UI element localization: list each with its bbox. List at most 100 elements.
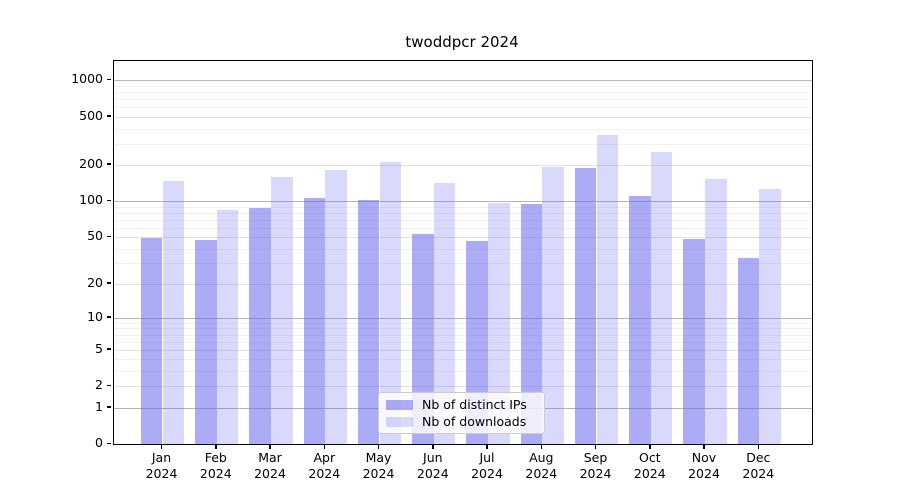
bar-distinct-ips	[303, 197, 326, 444]
bar-downloads	[162, 180, 185, 444]
x-label-month: Dec	[746, 450, 771, 465]
x-label-year: 2024	[688, 466, 720, 481]
x-tick-mark	[649, 444, 651, 449]
bar-downloads	[488, 202, 510, 444]
bar-distinct-ips	[140, 238, 163, 444]
gridline	[114, 317, 812, 319]
bar-downloads	[271, 176, 293, 444]
x-tick-mark	[432, 444, 434, 449]
plot-area	[113, 60, 813, 445]
x-label-year: 2024	[362, 466, 395, 481]
legend: Nb of distinct IPs Nb of downloads	[378, 392, 545, 434]
x-label-year: 2024	[471, 466, 503, 481]
legend-entry-distinct-ips: Nb of distinct IPs	[386, 398, 536, 412]
bar-distinct-ips	[683, 239, 705, 444]
bar-downloads	[325, 169, 347, 444]
x-tick-label: May 2024	[351, 450, 407, 482]
bar-distinct-ips	[737, 258, 760, 444]
x-tick-mark	[486, 444, 488, 449]
gridline-minor	[114, 359, 812, 361]
gridline-minor	[114, 371, 812, 372]
gridline	[114, 116, 812, 118]
x-tick-label: Oct 2024	[622, 450, 678, 482]
x-label-year: 2024	[145, 466, 178, 481]
gridline	[114, 80, 812, 82]
y-tick-mark	[107, 316, 111, 318]
x-tick-label: Aug 2024	[513, 450, 569, 482]
x-label-month: Jun	[423, 450, 443, 465]
bar-distinct-ips	[629, 195, 651, 444]
y-tick-label: 1000	[71, 71, 103, 87]
x-label-month: Oct	[638, 450, 661, 465]
gridline	[114, 201, 812, 203]
x-tick-mark	[540, 444, 542, 449]
x-label-month: Jul	[479, 450, 495, 465]
bar-downloads	[705, 178, 727, 444]
x-tick-mark	[757, 444, 759, 449]
gridline-minor	[114, 322, 812, 324]
y-tick-mark	[107, 282, 111, 284]
legend-swatch-distinct-ips	[386, 400, 413, 410]
gridline-minor	[114, 128, 812, 130]
gridline-minor	[114, 143, 812, 145]
legend-swatch-downloads	[386, 417, 413, 427]
x-label-month: Nov	[691, 450, 717, 465]
bar-distinct-ips	[249, 207, 271, 444]
gridline	[114, 164, 812, 166]
x-label-year: 2024	[416, 466, 449, 481]
x-tick-label: Feb 2024	[188, 450, 244, 482]
gridline	[114, 349, 812, 351]
gridline-minor	[114, 227, 812, 229]
bar-downloads	[542, 167, 564, 444]
x-tick-mark	[160, 444, 163, 449]
x-tick-mark	[269, 444, 271, 449]
y-tick-label: 20	[87, 274, 103, 290]
x-tick-mark	[594, 444, 597, 449]
x-tick-label: Nov 2024	[676, 450, 732, 482]
y-tick-mark	[107, 115, 111, 117]
y-tick-label: 200	[79, 155, 103, 171]
legend-label-downloads: Nb of downloads	[422, 414, 527, 429]
x-tick-mark	[323, 444, 325, 449]
x-tick-mark	[377, 444, 380, 449]
gridline-minor	[114, 341, 812, 343]
y-tick-mark	[107, 199, 111, 202]
bar-distinct-ips	[412, 234, 434, 444]
x-label-year: 2024	[579, 466, 612, 481]
bar-distinct-ips	[520, 204, 543, 444]
x-label-year: 2024	[199, 466, 232, 481]
bar-distinct-ips	[195, 240, 217, 444]
y-tick-mark	[107, 163, 111, 165]
x-tick-label: Sep 2024	[568, 450, 624, 482]
gridline	[114, 237, 812, 238]
y-tick-mark	[107, 235, 111, 237]
x-tick-label: Jul 2024	[459, 450, 515, 482]
x-tick-label: Jun 2024	[405, 450, 461, 482]
y-tick-label: 1	[95, 398, 103, 414]
x-tick-mark	[215, 444, 217, 449]
x-tick-label: Dec 2024	[730, 450, 786, 482]
y-tick-mark	[107, 384, 111, 387]
bar-distinct-ips	[574, 167, 597, 444]
x-label-year: 2024	[308, 466, 341, 481]
y-tick-label: 100	[79, 192, 103, 208]
y-tick-mark	[107, 78, 111, 81]
legend-label-distinct-ips: Nb of distinct IPs	[422, 397, 527, 412]
gridline-minor	[114, 99, 812, 101]
chart-title: twoddpcr 2024	[405, 33, 519, 51]
gridline-minor	[114, 328, 812, 330]
y-tick-label: 50	[87, 228, 103, 243]
gridline-minor	[114, 263, 812, 265]
gridline-minor	[114, 206, 812, 208]
y-tick-mark	[107, 406, 111, 408]
gridline-minor	[114, 212, 812, 214]
bar-downloads	[379, 161, 402, 444]
y-tick-mark	[107, 442, 111, 444]
x-label-month: Feb	[204, 450, 227, 465]
y-tick-label: 2	[95, 377, 103, 393]
x-label-month: Aug	[529, 450, 554, 465]
bar-downloads	[759, 189, 781, 444]
x-label-year: 2024	[254, 466, 286, 481]
x-label-month: May	[365, 450, 392, 465]
